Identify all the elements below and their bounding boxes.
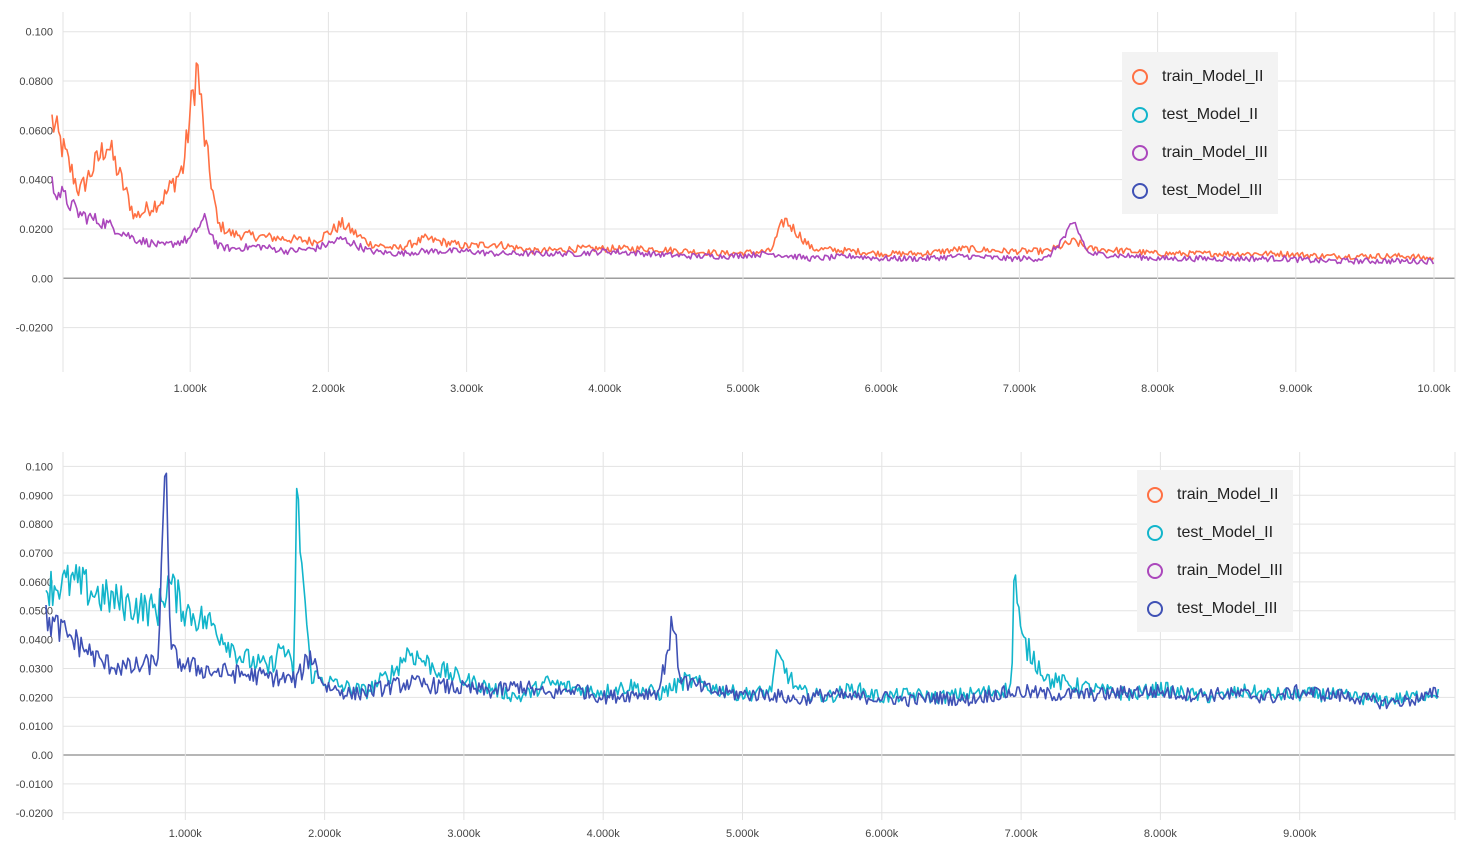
legend-item-train_Model_III[interactable]: train_Model_III xyxy=(1147,552,1283,590)
legend-label: test_Model_II xyxy=(1162,106,1259,123)
legend-label: test_Model_III xyxy=(1177,600,1278,617)
legend-circle-icon[interactable] xyxy=(1132,183,1148,199)
series-line-train_Model_II xyxy=(51,62,1435,262)
y-tick-label: 0.0600 xyxy=(19,125,53,137)
x-tick-label: 4.000k xyxy=(587,828,621,840)
x-tick-label: 7.000k xyxy=(1003,383,1037,395)
x-tick-label: 2.000k xyxy=(308,828,342,840)
legend-circle-icon[interactable] xyxy=(1132,107,1148,123)
x-tick-label: 10.00k xyxy=(1417,383,1451,395)
legend-circle-icon[interactable] xyxy=(1132,145,1148,161)
y-tick-label: 0.0700 xyxy=(19,548,53,560)
legend-circle-icon[interactable] xyxy=(1147,601,1163,617)
x-tick-label: 9.000k xyxy=(1283,828,1317,840)
series-line-test_Model_III xyxy=(45,472,1439,710)
y-tick-label: 0.0200 xyxy=(19,692,53,704)
x-tick-label: 8.000k xyxy=(1141,383,1175,395)
x-tick-label: 6.000k xyxy=(865,383,899,395)
legend-label: train_Model_III xyxy=(1162,144,1268,161)
x-tick-label: 1.000k xyxy=(169,828,203,840)
legend-label: train_Model_II xyxy=(1177,486,1279,503)
legend-circle-icon[interactable] xyxy=(1147,487,1163,503)
y-tick-label: 0.0600 xyxy=(19,577,53,589)
legend-top-chart: train_Model_II test_Model_II train_Model_I… xyxy=(1122,52,1278,214)
y-tick-label: 0.0400 xyxy=(19,635,53,647)
legend-item-test_Model_II[interactable]: test_Model_II xyxy=(1147,514,1283,552)
y-tick-label: 0.100 xyxy=(25,27,53,39)
y-tick-label: -0.0200 xyxy=(16,323,53,335)
legend-label: train_Model_II xyxy=(1162,68,1264,85)
chart-1: 0.100 0.0900 0.0800 0.0700 0.0600 0.0500 0.040… xyxy=(16,452,1456,840)
y-tick-label: -0.0100 xyxy=(16,779,53,791)
y-tick-label: 0.0500 xyxy=(19,606,53,618)
y-tick-label: 0.0200 xyxy=(19,224,53,236)
legend-label: train_Model_III xyxy=(1177,562,1283,579)
legend-item-train_Model_II[interactable]: train_Model_II xyxy=(1147,476,1283,514)
x-tick-label: 4.000k xyxy=(588,383,622,395)
x-tick-label: 3.000k xyxy=(450,383,484,395)
y-tick-label: 0.0800 xyxy=(19,519,53,531)
legend-label: test_Model_III xyxy=(1162,182,1263,199)
legend-label: test_Model_II xyxy=(1177,524,1274,541)
legend-circle-icon[interactable] xyxy=(1147,525,1163,541)
x-tick-label: 8.000k xyxy=(1144,828,1178,840)
legend-item-train_Model_II[interactable]: train_Model_II xyxy=(1132,58,1268,96)
y-tick-label: 0.0100 xyxy=(19,721,53,733)
legend-item-test_Model_III[interactable]: test_Model_III xyxy=(1147,590,1283,628)
x-tick-label: 6.000k xyxy=(865,828,899,840)
y-tick-label: 0.0900 xyxy=(19,490,53,502)
y-tick-label: 0.0300 xyxy=(19,663,53,675)
x-tick-label: 2.000k xyxy=(312,383,346,395)
x-tick-label: 5.000k xyxy=(726,383,760,395)
x-tick-label: 5.000k xyxy=(726,828,760,840)
x-tick-label: 3.000k xyxy=(447,828,481,840)
y-tick-label: 0.100 xyxy=(25,461,53,473)
y-tick-label: -0.0200 xyxy=(16,808,53,820)
legend-bottom-chart: train_Model_II test_Model_II train_Model_I… xyxy=(1137,470,1293,632)
y-tick-label: 0.0800 xyxy=(19,76,53,88)
y-tick-label: 0.0400 xyxy=(19,175,53,187)
x-tick-label: 1.000k xyxy=(174,383,208,395)
legend-item-train_Model_III[interactable]: train_Model_III xyxy=(1132,134,1268,172)
y-tick-label: 0.00 xyxy=(32,273,53,285)
legend-circle-icon[interactable] xyxy=(1147,563,1163,579)
x-tick-label: 7.000k xyxy=(1005,828,1039,840)
series-line-train_Model_III xyxy=(51,176,1435,265)
x-tick-label: 9.000k xyxy=(1279,383,1313,395)
legend-item-test_Model_III[interactable]: test_Model_III xyxy=(1132,172,1268,210)
y-tick-label: 0.00 xyxy=(32,750,53,762)
legend-item-test_Model_II[interactable]: test_Model_II xyxy=(1132,96,1268,134)
legend-circle-icon[interactable] xyxy=(1132,69,1148,85)
